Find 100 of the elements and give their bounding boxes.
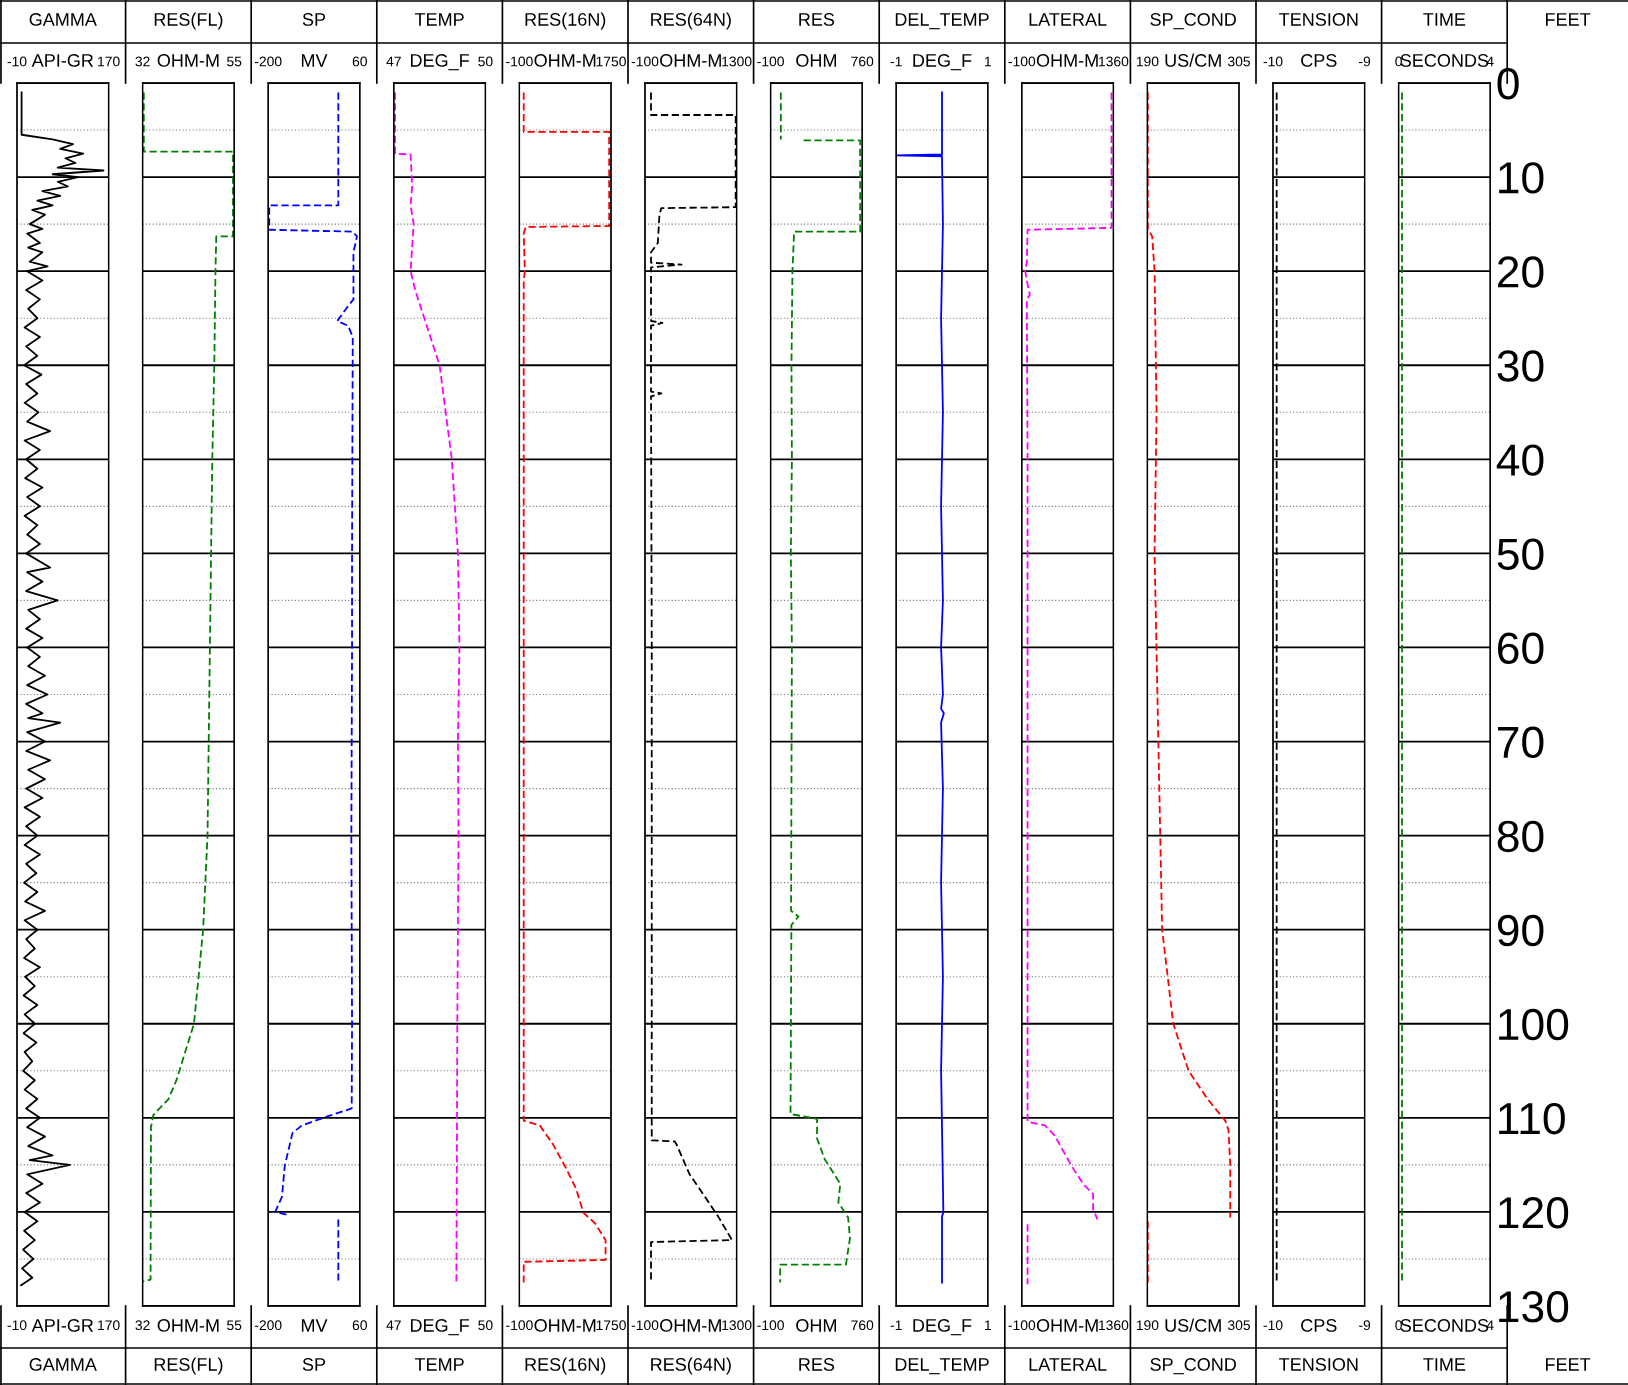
y-tick-label: 50 [1497, 538, 1544, 570]
y-tick-label: 130 [1499, 1291, 1569, 1323]
x-tick-label: 32 [135, 1320, 150, 1331]
x2-tick-label: -100 [1008, 56, 1036, 67]
x-tick-label: 1300 [722, 1320, 752, 1331]
x-tick-label: 4 [1486, 1320, 1494, 1330]
y-tick-label: 10 [1499, 162, 1544, 194]
x2-tick-label: -10 [1263, 56, 1283, 67]
x-axis-title: US/CM [1165, 1318, 1221, 1332]
x-tick-label: 50 [478, 1320, 493, 1331]
x-axis-title: CPS [1301, 1319, 1337, 1332]
x-tick-label: -10 [1263, 1320, 1283, 1331]
x2-axis-title: MV [301, 54, 328, 67]
x2-axis-title: DEG_F [913, 54, 972, 71]
x2-tick-label: 760 [851, 56, 874, 67]
x2-axis-title: API-GR [31, 54, 94, 67]
x2-tick-label: 305 [1227, 56, 1251, 67]
x2-axis-title: OHM-M [1036, 54, 1098, 67]
x2-axis-title: OHM-M [660, 54, 721, 67]
x-tick-label: -200 [254, 1320, 282, 1331]
chart-title: RES(64N) [651, 12, 731, 30]
text: LATERAL [1029, 1358, 1107, 1371]
x2-axis-title: OHM-M [534, 54, 596, 67]
chart-title: TEMP [414, 13, 464, 26]
x-axis-title: OHM-M [1036, 1319, 1098, 1332]
x2-tick-label: -200 [254, 56, 282, 67]
x-tick-label: -100 [506, 1320, 533, 1331]
x-tick-label: 1750 [596, 1320, 626, 1331]
y-tick-label: 20 [1497, 256, 1544, 288]
x-axis-title: OHM-M [534, 1319, 596, 1332]
chart-title: RES(FL) [154, 12, 223, 30]
x-tick-label: -1 [890, 1320, 902, 1330]
x2-tick-label: 1300 [722, 56, 752, 67]
x2-axis-title: US/CM [1165, 53, 1221, 67]
y-tick-label: 80 [1497, 820, 1544, 853]
y-tick-label: 0 [1497, 68, 1519, 100]
text: RES(16N) [525, 1357, 606, 1375]
text: GAMMA [29, 1358, 97, 1371]
text: TIME [1423, 1358, 1466, 1371]
chart-title: TIME [1423, 13, 1466, 26]
x-tick-label: 1360 [1099, 1320, 1129, 1331]
x2-tick-label: 55 [227, 56, 242, 67]
x-tick-label: 170 [98, 1320, 120, 1331]
x2-tick-label: 50 [478, 56, 493, 67]
chart-title: TENSION [1279, 13, 1358, 26]
x2-axis-title: SECONDS [1400, 54, 1489, 67]
chart-title: SP_COND [1150, 13, 1236, 30]
y-tick-label: 60 [1498, 632, 1544, 664]
text: TEMP [414, 1358, 464, 1371]
text: RES(FL) [154, 1357, 223, 1375]
x-tick-label: -100 [757, 1320, 784, 1331]
y-tick-label: 90 [1497, 914, 1544, 947]
x2-tick-label: 1360 [1099, 56, 1129, 67]
chart-title: RES(16N) [525, 12, 606, 30]
x-axis-title: OHM [796, 1319, 836, 1332]
x-tick-label: 190 [1136, 1320, 1159, 1331]
y-tick-label: 40 [1496, 444, 1544, 476]
x2-tick-label: 1 [985, 56, 991, 67]
x-tick-label: 0 [1395, 1320, 1402, 1331]
x-tick-label: -100 [1008, 1320, 1036, 1331]
x2-tick-label: -100 [757, 56, 784, 67]
text: RES(64N) [651, 1357, 731, 1375]
x2-tick-label: 47 [386, 56, 401, 67]
y-tick-label: 120 [1499, 1196, 1569, 1229]
x-axis-title: OHM-M [660, 1319, 721, 1332]
y-tick-label: 110 [1499, 1102, 1565, 1135]
x2-tick-label: -1 [890, 56, 902, 67]
y-tick-label: 70 [1498, 726, 1544, 759]
y-tick-label: 30 [1497, 350, 1544, 382]
x-axis-title: SECONDS [1400, 1319, 1489, 1332]
x-tick-label: -10 [7, 1320, 27, 1331]
x-tick-label: 60 [352, 1320, 367, 1331]
x2-tick-label: 32 [135, 56, 150, 67]
chart-title: RES [799, 13, 835, 26]
x-tick-label: 55 [227, 1320, 242, 1331]
y-axis-title: FEET [1546, 13, 1591, 26]
x2-tick-label: 170 [98, 56, 120, 67]
text: SP [302, 1358, 326, 1371]
text: DEL_TEMP [895, 1358, 989, 1375]
text: TENSION [1279, 1358, 1358, 1371]
x2-tick-label: 0 [1395, 56, 1402, 67]
x-tick-label: 760 [851, 1320, 874, 1331]
x2-tick-label: -100 [506, 56, 533, 67]
x-tick-label: -9 [1359, 1320, 1371, 1331]
chart-title: SP [302, 13, 326, 26]
x2-tick-label: 190 [1136, 56, 1159, 67]
x2-tick-label: 60 [352, 56, 367, 67]
x2-axis-title: DEG_F [410, 54, 469, 71]
x2-tick-label: 1750 [596, 56, 626, 67]
x-axis-title: DEG_F [410, 1319, 469, 1336]
chart-title: DEL_TEMP [895, 13, 989, 30]
x-tick-label: 305 [1227, 1320, 1251, 1331]
x2-tick-label: -100 [631, 56, 659, 67]
chart-title: LATERAL [1029, 13, 1107, 26]
x-axis-title: DEG_F [913, 1319, 972, 1336]
y-tick-label: 100 [1499, 1008, 1569, 1041]
x2-axis-title: CPS [1301, 54, 1337, 67]
text: RES [799, 1358, 835, 1371]
x2-tick-label: -9 [1359, 56, 1371, 67]
x-tick-label: 47 [386, 1320, 401, 1330]
